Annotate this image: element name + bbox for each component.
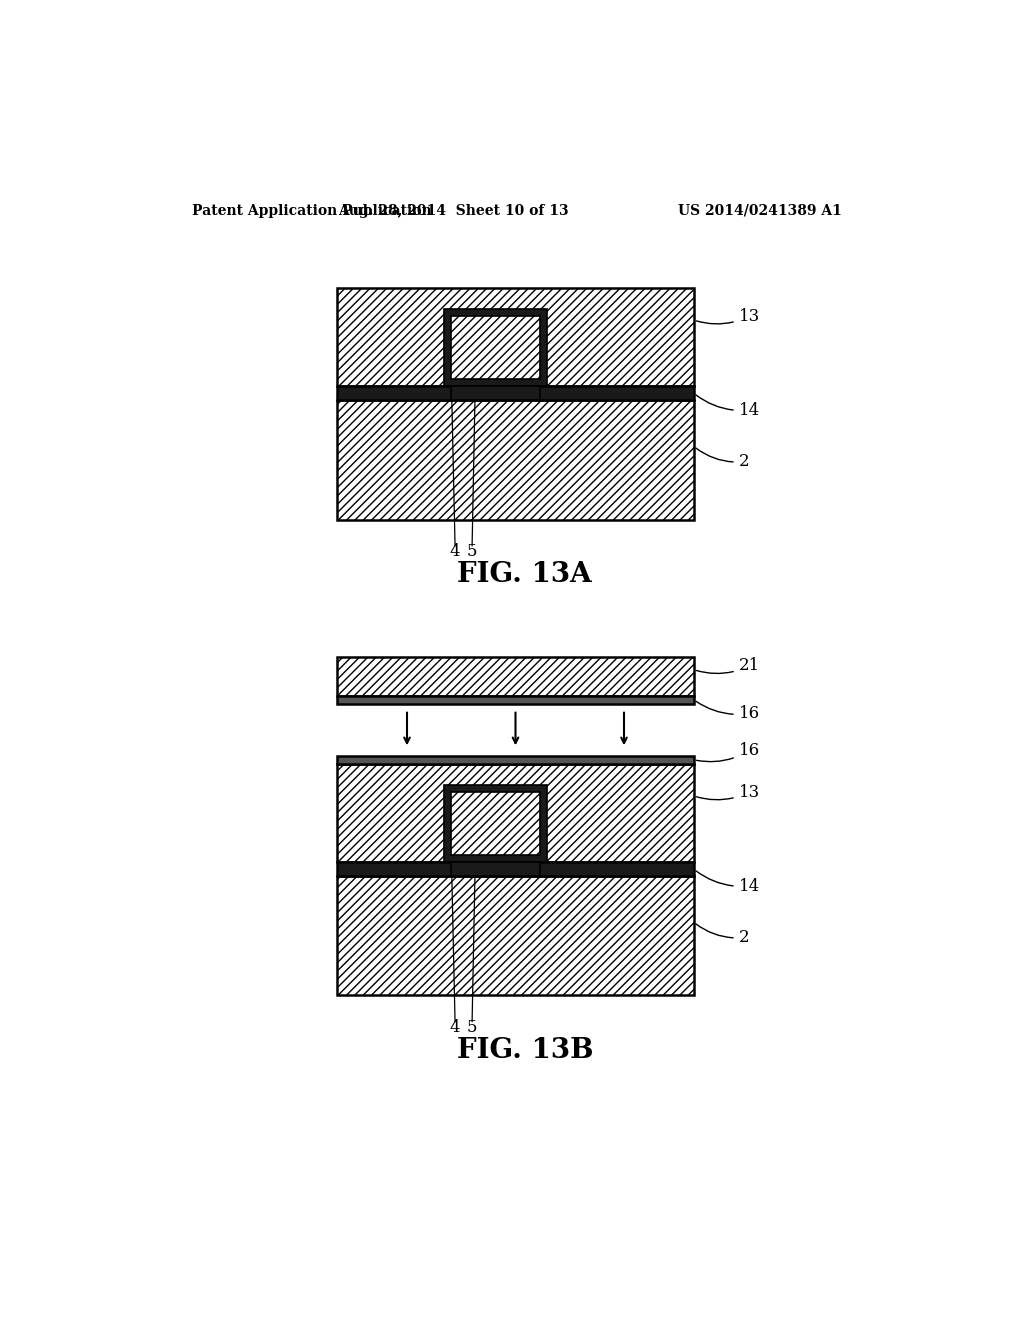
Bar bbox=[337, 862, 693, 876]
Text: 14: 14 bbox=[696, 871, 760, 895]
Text: FIG. 13A: FIG. 13A bbox=[458, 561, 592, 589]
Bar bbox=[337, 756, 693, 763]
Bar bbox=[337, 387, 693, 400]
Text: 13: 13 bbox=[696, 784, 760, 801]
Bar bbox=[452, 862, 540, 876]
Text: 4: 4 bbox=[450, 544, 461, 561]
Text: 21: 21 bbox=[696, 657, 760, 675]
Text: 16: 16 bbox=[696, 742, 760, 762]
Bar bbox=[452, 317, 540, 379]
Bar bbox=[337, 400, 693, 520]
Bar bbox=[337, 763, 693, 862]
Bar bbox=[444, 309, 547, 387]
Bar bbox=[337, 876, 693, 995]
Text: Aug. 28, 2014  Sheet 10 of 13: Aug. 28, 2014 Sheet 10 of 13 bbox=[338, 203, 568, 218]
Text: 5: 5 bbox=[467, 1019, 477, 1036]
Text: 5: 5 bbox=[467, 544, 477, 561]
Bar bbox=[444, 785, 547, 862]
Text: US 2014/0241389 A1: US 2014/0241389 A1 bbox=[678, 203, 842, 218]
Text: 13: 13 bbox=[696, 308, 760, 325]
Bar bbox=[337, 288, 693, 387]
Bar bbox=[452, 792, 540, 855]
Text: FIG. 13B: FIG. 13B bbox=[457, 1038, 593, 1064]
Text: Patent Application Publication: Patent Application Publication bbox=[191, 203, 431, 218]
Bar bbox=[452, 387, 540, 400]
Text: 4: 4 bbox=[450, 1019, 461, 1036]
Bar bbox=[337, 657, 693, 696]
Text: 16: 16 bbox=[696, 701, 760, 722]
Bar bbox=[337, 696, 693, 704]
Text: 2: 2 bbox=[696, 924, 750, 946]
Text: 14: 14 bbox=[696, 395, 760, 418]
Text: 2: 2 bbox=[696, 447, 750, 470]
